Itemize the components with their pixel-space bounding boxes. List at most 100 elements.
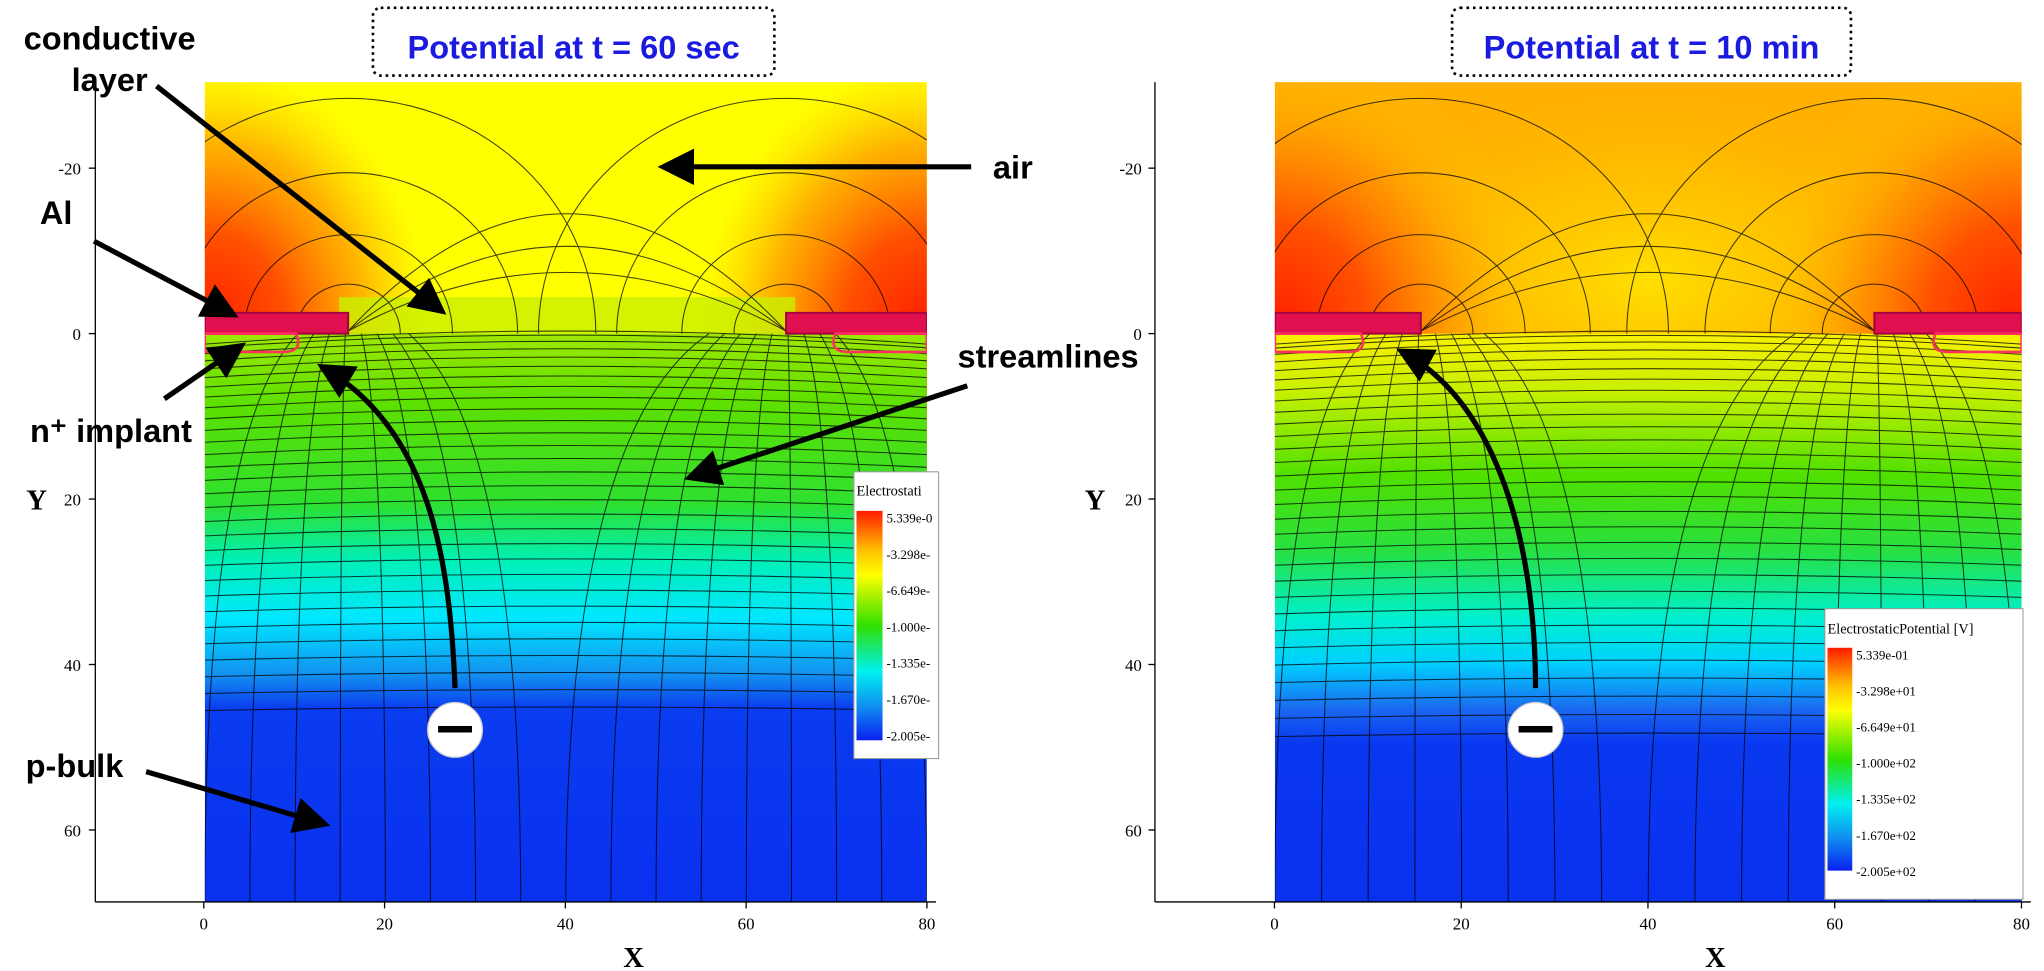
streamline xyxy=(1367,333,1403,902)
contour-line xyxy=(204,375,927,388)
y-axis-label: Y xyxy=(26,485,47,517)
contour-line xyxy=(204,348,927,362)
annotation: air xyxy=(993,150,1033,186)
contour-line xyxy=(204,340,927,355)
streamline xyxy=(249,333,315,902)
contour-line xyxy=(1274,574,2022,582)
y-tick-label: 40 xyxy=(64,656,81,675)
contour-line xyxy=(204,385,927,398)
contour-line xyxy=(204,638,927,645)
streamline xyxy=(681,234,891,334)
contour-line xyxy=(1274,557,2022,566)
annotation: n⁺ implant xyxy=(30,413,192,449)
y-tick-label: 60 xyxy=(64,821,81,840)
colorbar-label: -3.298e+01 xyxy=(1856,684,1916,699)
x-axis-label: X xyxy=(623,942,644,971)
streamline xyxy=(1274,97,1669,334)
x-tick-label: 0 xyxy=(1270,914,1278,933)
streamline xyxy=(204,97,597,334)
y-tick-label: 60 xyxy=(1125,821,1142,840)
panel-title: Potential at t = 10 min xyxy=(1484,30,1820,66)
streamline xyxy=(1316,234,1526,334)
streamline xyxy=(610,333,726,902)
contour-line xyxy=(204,558,927,566)
streamline xyxy=(1769,234,1980,334)
streamline xyxy=(1467,333,1556,902)
contour-line xyxy=(1274,330,2022,345)
x-tick-label: 20 xyxy=(1453,914,1470,933)
colorbar-label: -1.000e+02 xyxy=(1856,756,1916,771)
electron xyxy=(1396,348,1564,758)
streamline xyxy=(1450,333,1509,902)
streamline xyxy=(655,333,741,902)
colorbar-label: -2.005e+02 xyxy=(1856,864,1916,879)
colorbar-label: -1.335e+02 xyxy=(1856,792,1916,807)
annotation-arrows xyxy=(92,83,972,833)
y-tick-label: 40 xyxy=(1125,656,1142,675)
annotation: p-bulk xyxy=(26,748,125,784)
colorbar-title: Electrostati xyxy=(856,483,921,499)
colorbar-label: -1.000e- xyxy=(886,619,930,634)
x-tick-label: 20 xyxy=(376,914,393,933)
contour-line xyxy=(1274,526,2022,535)
streamline xyxy=(787,333,792,902)
colorbar-label: -6.649e- xyxy=(886,583,930,598)
colorbar-label: -6.649e+01 xyxy=(1856,720,1916,735)
streamline xyxy=(803,333,838,902)
streamline xyxy=(1694,333,1812,902)
contour-line xyxy=(204,573,927,582)
colorbar-label: -2.005e- xyxy=(886,728,930,743)
contour-line xyxy=(347,213,787,332)
y-axis-label: Y xyxy=(1085,485,1106,517)
contour-line xyxy=(204,365,927,379)
contour-line xyxy=(1274,413,2022,425)
title-box xyxy=(1450,6,1853,77)
contour-line xyxy=(204,528,927,537)
contour-line xyxy=(1420,271,1875,332)
colorbar-label: -1.335e- xyxy=(886,656,930,671)
contour-line xyxy=(1274,541,2022,551)
contour-line xyxy=(1274,349,2022,363)
contour-line xyxy=(204,408,927,420)
colorbar-label: -1.670e+02 xyxy=(1856,828,1916,843)
contour-line xyxy=(1274,495,2022,506)
streamline xyxy=(1434,333,1463,902)
x-tick-label: 60 xyxy=(1826,914,1843,933)
x-tick-label: 60 xyxy=(738,914,755,933)
colorbar: ElectrostaticPotential [V] xyxy=(1824,608,2024,900)
contour-line xyxy=(1274,389,2022,402)
streamline xyxy=(1741,333,1829,902)
contour-line xyxy=(204,671,927,678)
x-tick-label: 80 xyxy=(918,914,935,933)
y-tick-label: -20 xyxy=(1119,160,1142,179)
contour-line xyxy=(204,356,927,370)
contour-line xyxy=(204,689,927,695)
contour-line xyxy=(204,330,927,345)
y-tick-label: 20 xyxy=(1125,491,1142,510)
contour-line xyxy=(1274,426,2022,438)
y-tick-label: 0 xyxy=(73,325,81,344)
contour-line xyxy=(1274,368,2022,381)
streamline xyxy=(1274,333,1371,902)
contour-line xyxy=(204,396,927,409)
streamline xyxy=(1647,333,1796,902)
contour-line xyxy=(1274,510,2022,520)
streamline xyxy=(392,333,477,902)
x-axis-label: X xyxy=(1705,942,1726,971)
contour-line xyxy=(1274,439,2022,450)
colorbar-label: -3.298e- xyxy=(886,547,930,562)
contour-line xyxy=(204,589,927,597)
annotation: conductive xyxy=(24,21,196,57)
annotation: layer xyxy=(72,62,148,98)
x-tick-label: 0 xyxy=(200,914,208,933)
streamline xyxy=(1274,172,1591,334)
streamline xyxy=(1321,333,1387,902)
colorbar: Electrostati xyxy=(853,471,940,760)
contour-line xyxy=(204,499,927,509)
streamline xyxy=(616,172,927,334)
streamline xyxy=(1704,172,2022,334)
streamline xyxy=(1483,333,1603,902)
x-tick-label: 40 xyxy=(557,914,574,933)
